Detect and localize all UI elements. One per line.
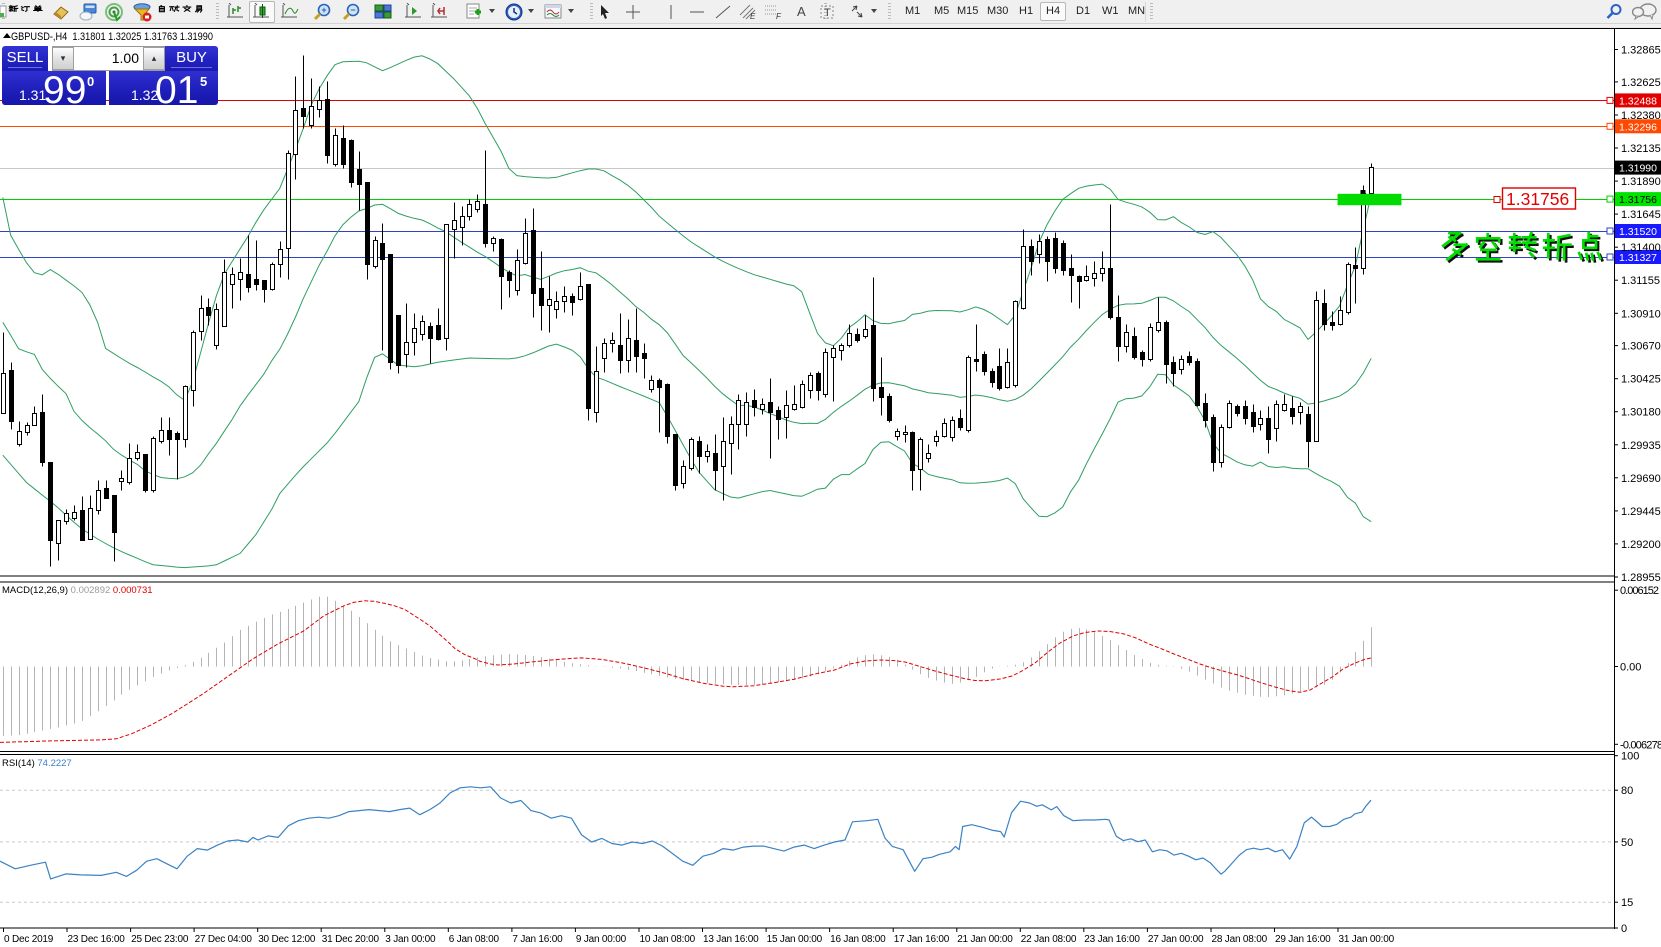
svg-text:23 Dec 16:00: 23 Dec 16:00 [68, 934, 126, 945]
svg-text:1.32380: 1.32380 [1621, 110, 1661, 122]
svg-text:F: F [776, 12, 782, 21]
svg-text:1.31400: 1.31400 [1621, 242, 1661, 254]
svg-text:31 Jan 00:00: 31 Jan 00:00 [1339, 934, 1395, 945]
svg-text:15: 15 [1621, 897, 1633, 909]
svg-text:28 Jan 08:00: 28 Jan 08:00 [1212, 934, 1268, 945]
svg-text:7 Jan 16:00: 7 Jan 16:00 [512, 934, 563, 945]
svg-text:1.30910: 1.30910 [1621, 308, 1661, 320]
svg-text:1.31890: 1.31890 [1621, 176, 1661, 188]
svg-text:0 Dec 2019: 0 Dec 2019 [4, 934, 54, 945]
svg-text:22 Jan 08:00: 22 Jan 08:00 [1021, 934, 1077, 945]
svg-text:E: E [750, 12, 756, 21]
svg-text:1.28955: 1.28955 [1621, 572, 1661, 584]
svg-text:27 Jan 00:00: 27 Jan 00:00 [1148, 934, 1204, 945]
svg-text:−: − [350, 5, 355, 15]
svg-text:1.30670: 1.30670 [1621, 341, 1661, 353]
svg-text:1.29690: 1.29690 [1621, 473, 1661, 485]
svg-text:GBPUSD-,H4 1.31801 1.32025 1.: GBPUSD-,H4 1.31801 1.32025 1.31763 1.319… [11, 31, 213, 43]
svg-text:0.006152: 0.006152 [1620, 585, 1659, 597]
svg-text:80: 80 [1621, 785, 1633, 797]
svg-text:21 Jan 00:00: 21 Jan 00:00 [957, 934, 1013, 945]
svg-text:1.30180: 1.30180 [1621, 407, 1661, 419]
svg-text:0.00: 0.00 [1620, 662, 1641, 674]
svg-text:25 Dec 23:00: 25 Dec 23:00 [131, 934, 189, 945]
svg-text:1.31990: 1.31990 [1619, 163, 1657, 175]
svg-text:1.32296: 1.32296 [1619, 121, 1657, 133]
svg-text:A: A [797, 4, 806, 19]
svg-text:RSI(14) 74.2227: RSI(14) 74.2227 [2, 758, 72, 769]
svg-text:27 Dec 04:00: 27 Dec 04:00 [195, 934, 253, 945]
svg-text:1.31645: 1.31645 [1621, 209, 1661, 221]
svg-text:T: T [824, 7, 831, 19]
svg-text:-0.006278: -0.006278 [1620, 739, 1661, 751]
svg-text:+: + [321, 5, 326, 15]
svg-text:16 Jan 08:00: 16 Jan 08:00 [830, 934, 886, 945]
svg-text:13 Jan 16:00: 13 Jan 16:00 [703, 934, 759, 945]
svg-text:23 Jan 16:00: 23 Jan 16:00 [1084, 934, 1140, 945]
svg-text:1.32865: 1.32865 [1621, 45, 1661, 57]
svg-text:3 Jan 00:00: 3 Jan 00:00 [385, 934, 436, 945]
svg-text:1.32135: 1.32135 [1621, 143, 1661, 155]
svg-text:100: 100 [1621, 751, 1639, 763]
svg-text:0: 0 [1621, 923, 1627, 935]
svg-text:17 Jan 16:00: 17 Jan 16:00 [894, 934, 950, 945]
svg-text:1.31327: 1.31327 [1619, 252, 1657, 264]
svg-text:1.29445: 1.29445 [1621, 506, 1661, 518]
svg-text:6 Jan 08:00: 6 Jan 08:00 [449, 934, 500, 945]
svg-text:15 Jan 00:00: 15 Jan 00:00 [767, 934, 823, 945]
svg-text:1.31155: 1.31155 [1621, 275, 1660, 287]
svg-text:1.32488: 1.32488 [1619, 95, 1657, 107]
svg-text:1.31756: 1.31756 [1506, 189, 1569, 209]
svg-text:29 Jan 16:00: 29 Jan 16:00 [1275, 934, 1331, 945]
svg-text:MACD(12,26,9) 0.002892 0.00073: MACD(12,26,9) 0.002892 0.000731 [2, 585, 153, 596]
svg-text:1.31756: 1.31756 [1619, 194, 1657, 206]
svg-text:30 Dec 12:00: 30 Dec 12:00 [258, 934, 316, 945]
svg-text:10 Jan 08:00: 10 Jan 08:00 [640, 934, 696, 945]
svg-text:1.30425: 1.30425 [1621, 374, 1661, 386]
svg-text:31 Dec 20:00: 31 Dec 20:00 [322, 934, 380, 945]
svg-text:50: 50 [1621, 837, 1633, 849]
svg-text:1.31520: 1.31520 [1619, 226, 1657, 238]
svg-text:9 Jan 00:00: 9 Jan 00:00 [576, 934, 627, 945]
svg-text:1.32625: 1.32625 [1621, 77, 1661, 89]
svg-text:1.29200: 1.29200 [1621, 539, 1661, 551]
svg-text:1.29935: 1.29935 [1621, 440, 1661, 452]
